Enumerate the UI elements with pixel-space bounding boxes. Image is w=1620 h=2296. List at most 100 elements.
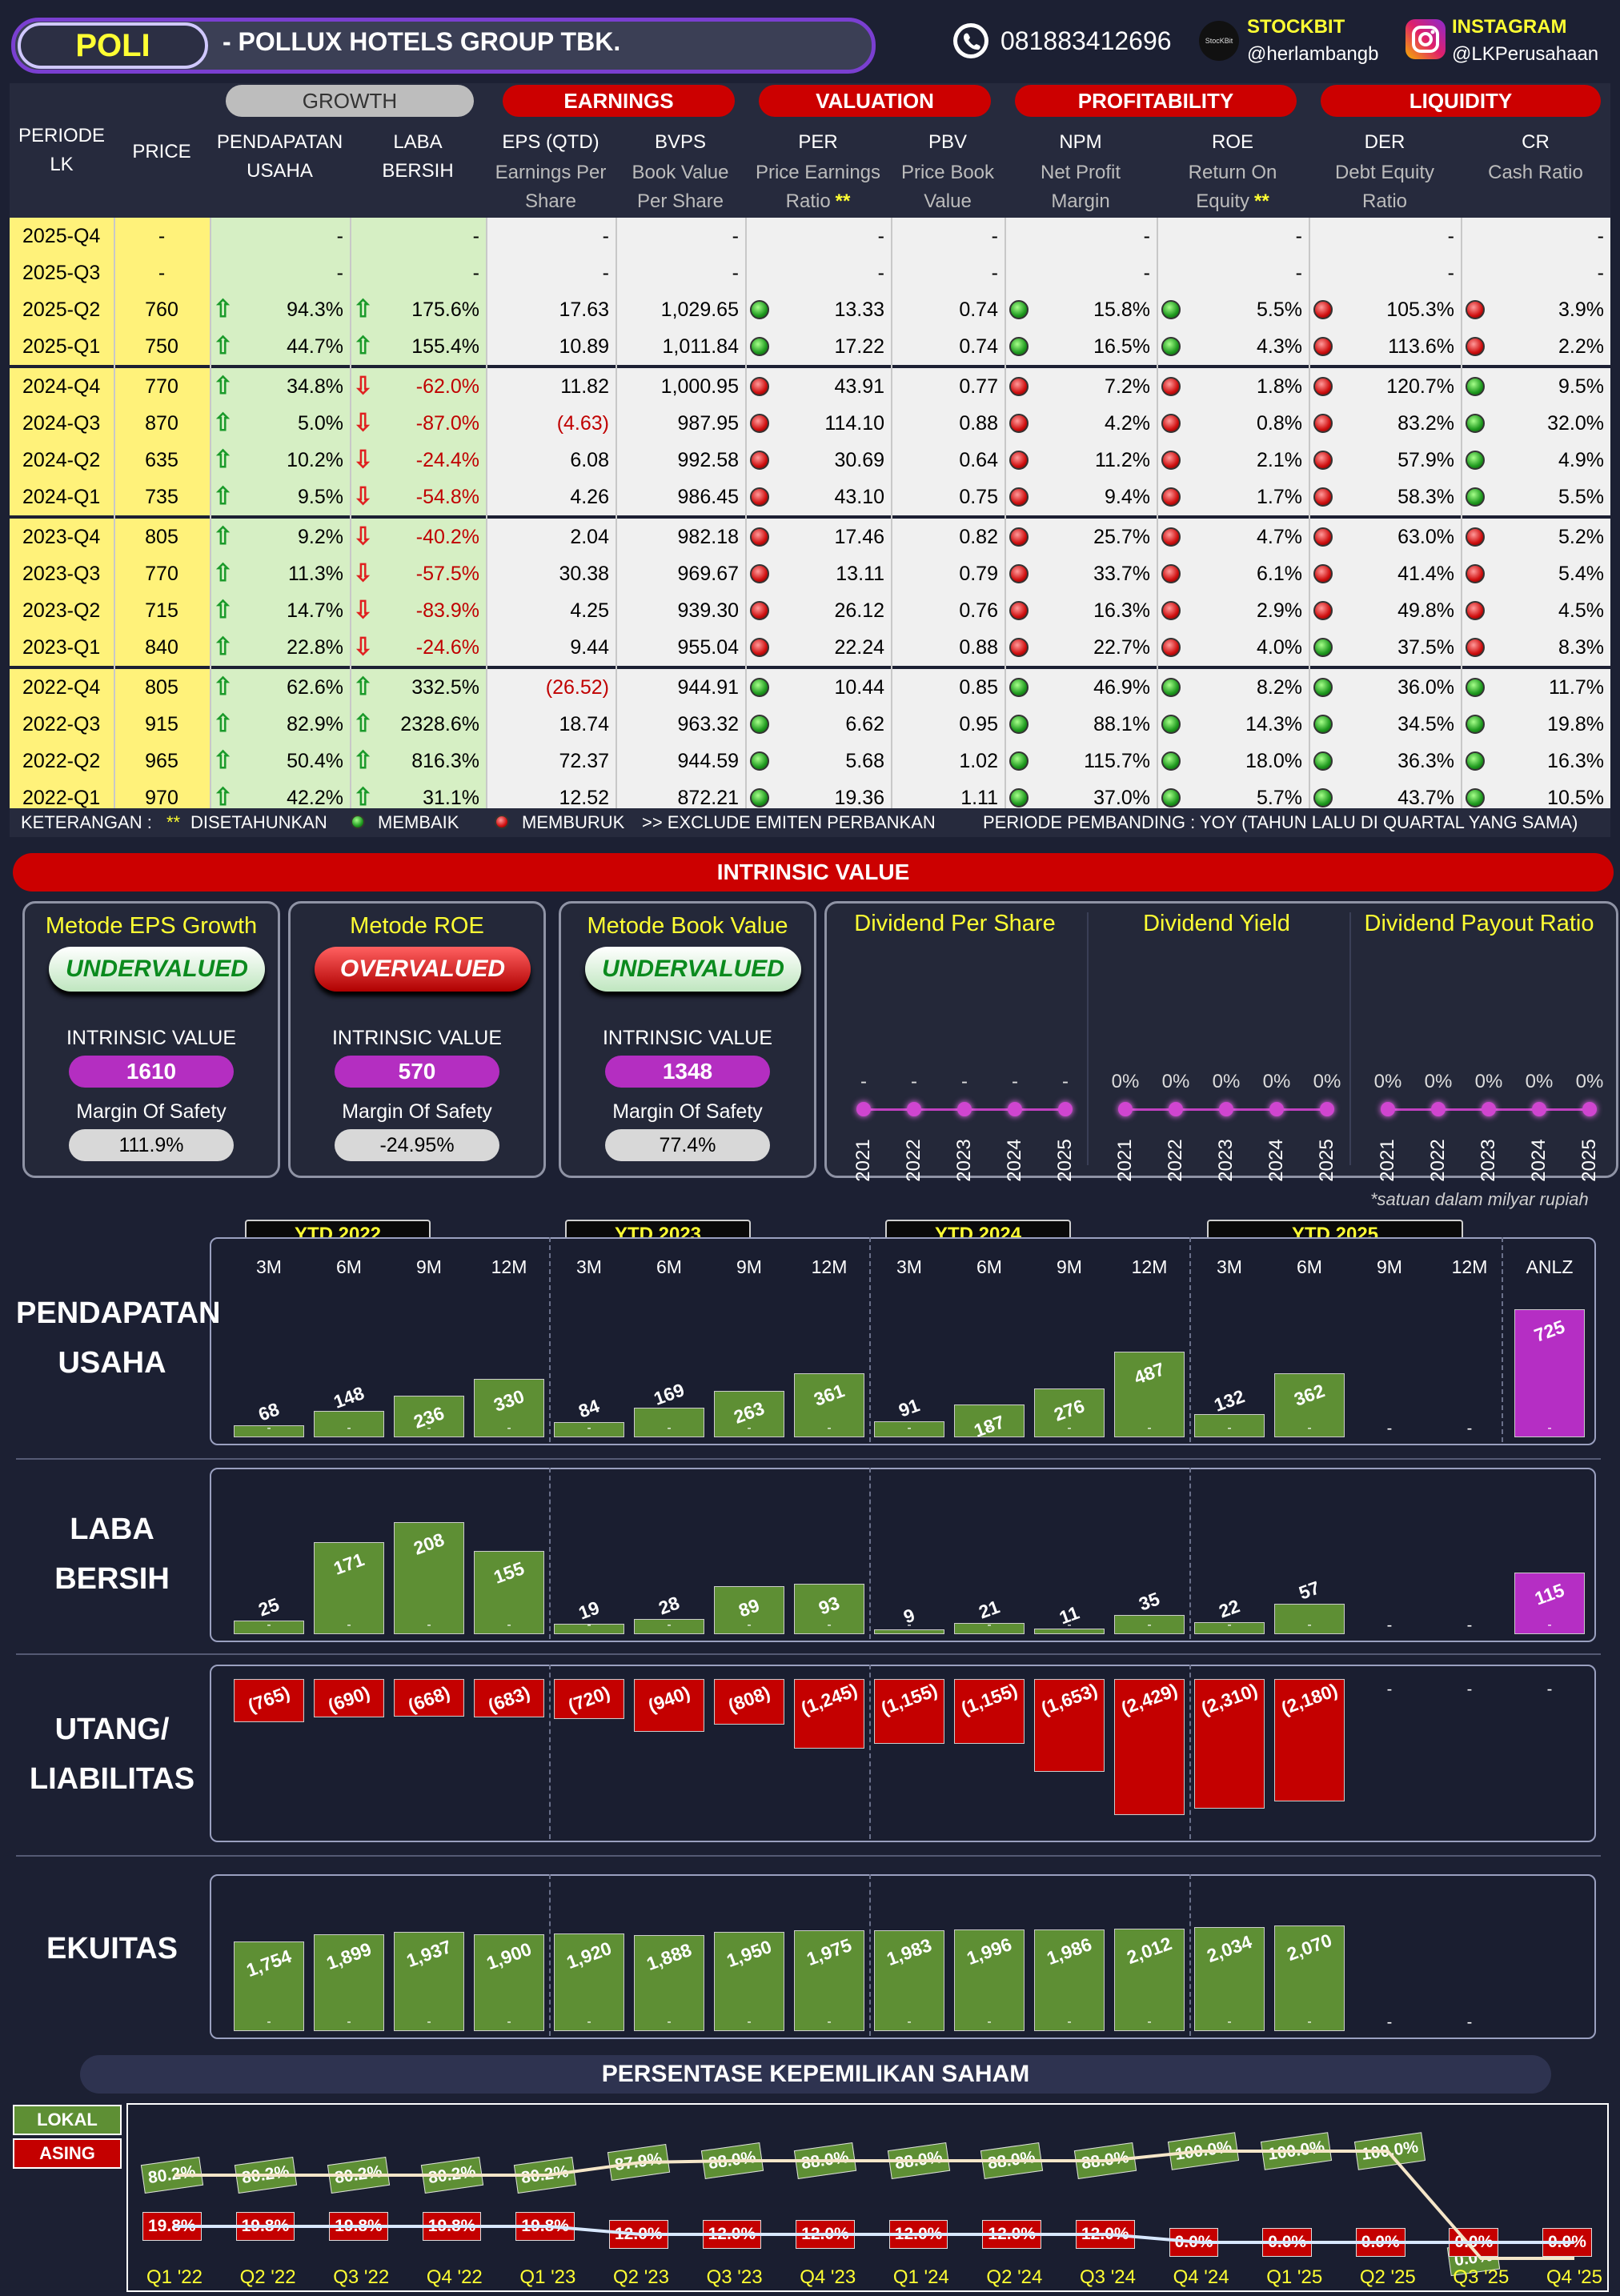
cell-npm-value: 22.7% (1093, 636, 1150, 659)
year-divider (549, 1874, 551, 2036)
cell-npm-value: 15.8% (1093, 299, 1150, 321)
cell-price-value: 635 (145, 449, 178, 471)
cell-roe-value: 2.9% (1257, 599, 1302, 622)
cell-per: 2023-Q3 (10, 555, 114, 592)
year-divider (549, 1665, 551, 1839)
valuation-verdict: UNDERVALUED (49, 947, 265, 992)
table-legend: KETERANGAN : ** DISETAHUNKAN MEMBAIK MEM… (10, 808, 1610, 837)
table-row: 2023-Q4 805 9.2% ⇧ -40.2% ⇩ 2.04 982.18 17.46 0.8… (0, 519, 1610, 555)
cell-bvps-value: 955.04 (677, 636, 739, 659)
col-bvps: BVPS (654, 131, 707, 153)
red-status-dot-icon (750, 527, 769, 547)
category-earnings: EARNINGS (503, 85, 735, 117)
red-status-dot-icon (1313, 337, 1333, 356)
col-der-sub: Debt Equity Ratio (1309, 158, 1461, 216)
cell-rev-value: - (336, 225, 343, 247)
bar-empty-marker: - (1386, 2014, 1393, 2031)
arrow-up-icon: ⇧ (353, 674, 374, 700)
cell-npm: 9.4% (1004, 479, 1157, 515)
cell-rev-value: 34.8% (287, 375, 343, 398)
cell-der-value: 58.3% (1397, 486, 1454, 508)
col-cr: CR (1522, 131, 1550, 153)
cell-pbv: 0.95 (891, 706, 1004, 743)
arrow-up-icon: ⇧ (213, 597, 234, 623)
cell-np-value: 816.3% (411, 750, 479, 772)
bar (1114, 1679, 1185, 1815)
cell-der-value: 49.8% (1397, 599, 1454, 622)
cell-bvps: - (616, 254, 745, 291)
cell-price: 805 (114, 519, 210, 555)
arrow-up-icon: ⇧ (353, 333, 374, 359)
cell-price: 750 (114, 328, 210, 365)
cell-roe-value: 4.3% (1257, 335, 1302, 358)
arrow-up-icon: ⇧ (353, 784, 374, 811)
bar-dash: - (1067, 1421, 1072, 1435)
cell-per-value: 2023-Q4 (22, 526, 101, 548)
cell-roe-value: 1.8% (1257, 375, 1302, 398)
cell-rev: 5.0% ⇧ (210, 405, 350, 442)
cell-npm-value: - (1143, 225, 1150, 247)
quarter-label: Q4 '22 (426, 2266, 483, 2288)
cell-npm: 11.2% (1004, 442, 1157, 479)
cell-pbv: - (891, 254, 1004, 291)
legend-membaik: MEMBAIK (378, 812, 459, 832)
bar-dash: - (347, 1618, 351, 1632)
cell-per-value: 2022-Q1 (22, 787, 101, 809)
cell-der: 41.4% (1309, 555, 1461, 592)
arrow-down-icon: ⇩ (353, 483, 374, 510)
cell-cr-value: 32.0% (1547, 412, 1604, 435)
cell-npm-value: 16.5% (1093, 335, 1150, 358)
dividend-year: 2024 (1265, 1139, 1287, 1182)
bar (634, 1407, 704, 1437)
cell-per2: 13.33 (745, 291, 891, 328)
cell-cr: - (1461, 218, 1610, 254)
bar-dash: - (1147, 1421, 1152, 1435)
bar-dash: - (427, 1618, 431, 1632)
cell-roe: 4.7% (1157, 519, 1309, 555)
cell-roe: 2.1% (1157, 442, 1309, 479)
cell-roe: - (1157, 254, 1309, 291)
green-status-dot-icon (1161, 715, 1181, 734)
red-status-dot-icon (750, 638, 769, 657)
bar (234, 1679, 304, 1722)
cell-eps: 2.04 (486, 519, 616, 555)
bar-empty-marker: - (1546, 1681, 1553, 1698)
ownership-chart (126, 2103, 1609, 2292)
cell-per-value: 2025-Q3 (22, 262, 101, 284)
cell-pbv: 0.75 (891, 479, 1004, 515)
valuation-verdict: OVERVALUED (315, 947, 531, 992)
cell-cr: 8.3% (1461, 629, 1610, 666)
year-divider (1189, 1237, 1191, 1442)
cell-pbv: 0.77 (891, 368, 1004, 405)
bar-dash: - (427, 2015, 431, 2029)
cell-eps-value: 30.38 (559, 563, 609, 585)
cell-bvps-value: 992.58 (677, 449, 739, 471)
table-row: 2022-Q2 965 50.4% ⇧ 816.3% ⇧ 72.37 944.59 5.68 1.… (0, 743, 1610, 779)
cell-rev: 82.9% ⇧ (210, 706, 350, 743)
bar-dash: - (587, 1618, 591, 1632)
column-divider (350, 218, 351, 816)
green-status-dot-icon (750, 751, 769, 771)
bar (794, 1584, 864, 1634)
cell-eps-value: 12.52 (559, 787, 609, 809)
cell-per2: - (745, 218, 891, 254)
green-status-dot-icon (1009, 715, 1029, 734)
dividend-value: - (1012, 1071, 1018, 1092)
cell-per2-value: 6.62 (845, 713, 884, 735)
dividend-point (1058, 1102, 1073, 1116)
cell-npm: 22.7% (1004, 629, 1157, 666)
bar-empty-marker: - (1466, 1420, 1473, 1437)
red-status-dot-icon (750, 564, 769, 583)
col-periode: PERIODE LK (18, 125, 106, 175)
bar (954, 1622, 1025, 1634)
col-price: PRICE (132, 141, 191, 162)
cell-pbv-value: 0.95 (959, 713, 998, 735)
bar-dash: - (1307, 1421, 1312, 1435)
bar-dash: - (907, 1618, 912, 1632)
bar-dash: - (747, 1421, 752, 1435)
column-divider (1157, 218, 1158, 816)
cell-price-value: 965 (145, 750, 178, 772)
cell-npm-value: 9.4% (1105, 486, 1150, 508)
cell-per2: 6.62 (745, 706, 891, 743)
cell-np: -24.4% ⇩ (350, 442, 486, 479)
